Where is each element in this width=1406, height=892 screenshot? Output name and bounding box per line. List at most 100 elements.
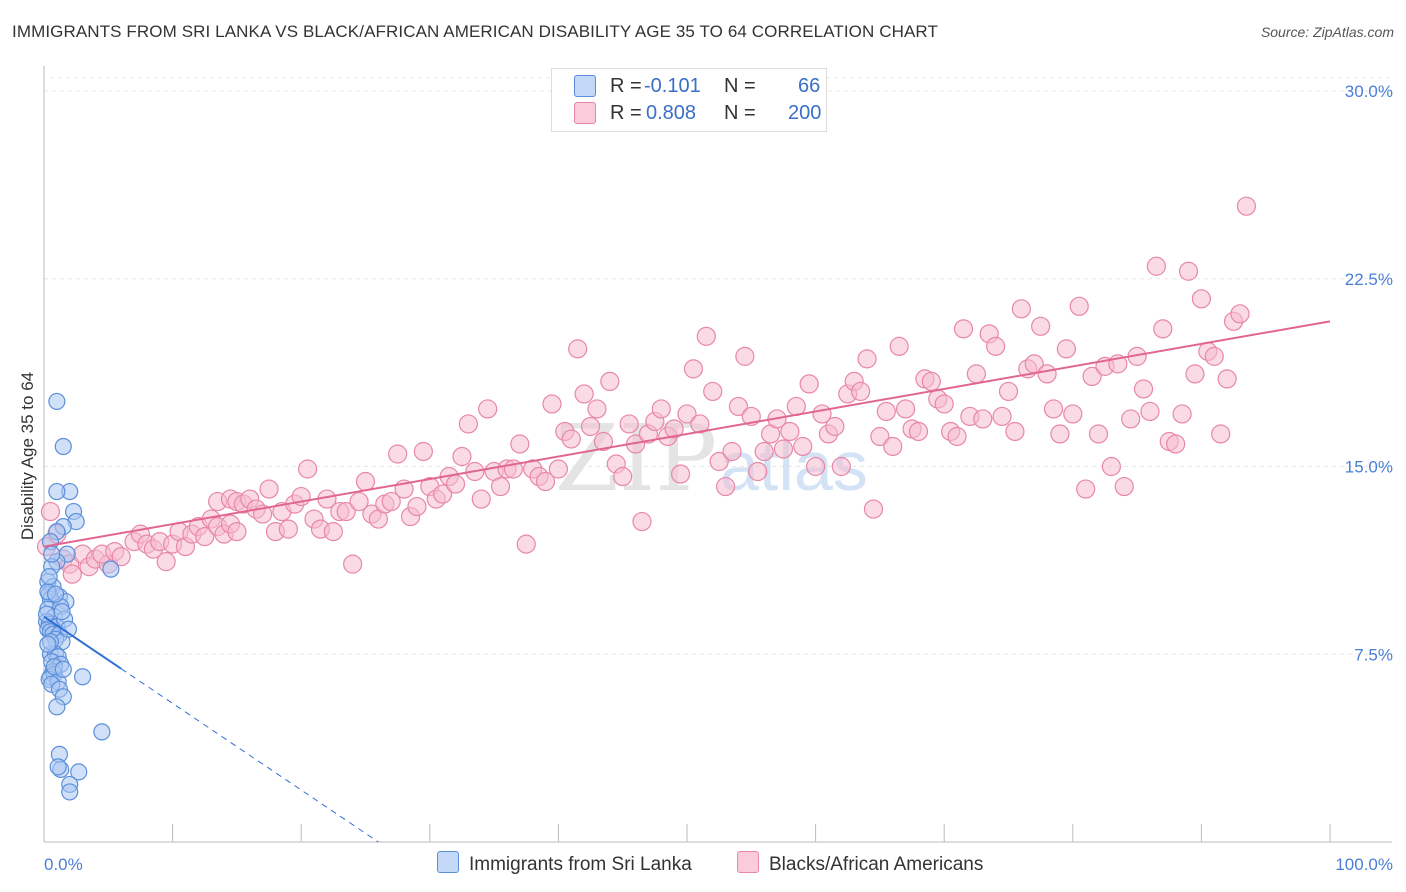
point-blacks-129 <box>851 381 871 402</box>
point-blacks-168 <box>1101 456 1121 477</box>
point-blacks-37 <box>259 479 279 499</box>
point-blacks-176 <box>1153 319 1173 339</box>
point-blacks-57 <box>388 444 408 464</box>
axes <box>43 66 1392 843</box>
point-blacks-157 <box>1031 316 1051 336</box>
legend-row-blacks: R = 0.808 N = 200 <box>574 102 821 126</box>
point-blacks-88 <box>587 399 607 419</box>
stats-legend: R = -0.101 N = 66 R = 0.808 N = 200 <box>551 68 827 132</box>
point-srilanka-46 <box>73 668 92 686</box>
chart-title: IMMIGRANTS FROM SRI LANKA VS BLACK/AFRIC… <box>12 22 938 41</box>
trend-line-srilanka-extension <box>120 668 379 843</box>
point-srilanka-51 <box>70 763 88 781</box>
point-blacks-73 <box>490 476 511 497</box>
point-blacks-161 <box>1056 339 1076 359</box>
point-srilanka-58 <box>37 605 56 623</box>
point-blacks-181 <box>1185 364 1205 384</box>
point-blacks-109 <box>722 441 742 462</box>
y-axis-label: Disability Age 35 to 64 <box>18 372 37 540</box>
point-blacks-180 <box>1178 261 1199 281</box>
legend-swatch-pink <box>574 102 596 124</box>
point-blacks-1 <box>40 501 61 522</box>
bottom-legend-label-srilanka: Immigrants from Sri Lanka <box>469 854 692 875</box>
point-blacks-189 <box>1236 196 1257 216</box>
point-blacks-66 <box>445 474 466 494</box>
point-blacks-90 <box>600 371 620 392</box>
point-blacks-43 <box>298 459 318 479</box>
point-blacks-106 <box>703 381 723 402</box>
point-blacks-158 <box>1037 364 1057 384</box>
point-blacks-101 <box>670 464 691 484</box>
point-srilanka-64 <box>43 545 61 563</box>
point-blacks-40 <box>278 519 298 539</box>
point-blacks-152 <box>998 381 1019 402</box>
point-blacks-186 <box>1217 369 1237 389</box>
point-blacks-133 <box>876 401 896 422</box>
y-tick-label-1: 15.0% <box>1345 458 1393 477</box>
point-blacks-82 <box>548 459 569 479</box>
point-blacks-136 <box>896 399 916 419</box>
point-blacks-182 <box>1191 289 1212 309</box>
point-blacks-84 <box>561 429 581 449</box>
point-blacks-52 <box>355 471 376 492</box>
bottom-legend-blacks: Blacks/African Americans <box>737 851 983 876</box>
y-tick-label-2: 22.5% <box>1345 270 1393 289</box>
point-blacks-81 <box>542 394 562 414</box>
point-blacks-151 <box>992 406 1012 427</box>
series-srilanka-points <box>37 392 120 801</box>
legend-n-value-blacks: 200 <box>788 102 822 124</box>
x-tick-label-1: 100.0% <box>1335 855 1393 874</box>
point-blacks-70 <box>471 489 491 509</box>
point-blacks-76 <box>510 434 530 454</box>
trend-line-srilanka <box>43 615 122 670</box>
x-tick-label-0: 0.0% <box>44 855 83 874</box>
trend-line-blacks <box>43 320 1331 548</box>
point-blacks-61 <box>413 441 433 462</box>
point-srilanka-57 <box>54 660 72 678</box>
point-blacks-147 <box>966 364 986 384</box>
point-blacks-64 <box>433 484 453 504</box>
legend-r-value-blacks: 0.808 <box>646 102 697 124</box>
point-srilanka-65 <box>53 603 71 621</box>
point-blacks-184 <box>1204 346 1224 366</box>
bottom-legend-label-blacks: Blacks/African Americans <box>769 854 984 875</box>
point-srilanka-50 <box>49 758 67 776</box>
point-blacks-170 <box>1114 476 1134 497</box>
point-srilanka-45 <box>48 698 66 716</box>
point-blacks-160 <box>1050 424 1070 444</box>
point-blacks-5 <box>62 564 82 584</box>
point-srilanka-61 <box>46 585 65 603</box>
point-blacks-107 <box>709 451 729 472</box>
point-blacks-95 <box>632 511 652 532</box>
point-blacks-153 <box>1005 421 1025 442</box>
point-blacks-114 <box>754 441 774 462</box>
point-blacks-98 <box>651 399 671 419</box>
legend-swatch-blue <box>574 75 596 97</box>
point-blacks-134 <box>883 436 903 457</box>
point-blacks-51 <box>349 491 369 512</box>
y-tick-label-3: 30.0% <box>1345 82 1393 101</box>
point-blacks-130 <box>857 349 877 369</box>
legend-row-srilanka: R = -0.101 N = 66 <box>574 75 820 99</box>
series-blacks-points <box>36 196 1257 584</box>
point-blacks-77 <box>516 534 536 554</box>
point-srilanka-1 <box>54 437 72 456</box>
point-blacks-49 <box>336 501 356 522</box>
point-blacks-185 <box>1211 424 1231 444</box>
point-blacks-67 <box>452 446 472 467</box>
point-blacks-29 <box>227 521 247 542</box>
point-blacks-18 <box>156 552 176 572</box>
point-blacks-85 <box>568 339 588 359</box>
point-blacks-118 <box>780 421 800 442</box>
y-tick-label-0: 7.5% <box>1354 645 1393 664</box>
legend-r-value-srilanka: -0.101 <box>644 75 701 97</box>
point-srilanka-3 <box>48 482 66 501</box>
point-blacks-173 <box>1133 379 1154 399</box>
bottom-legend-srilanka: Immigrants from Sri Lanka <box>437 851 692 876</box>
point-blacks-138 <box>908 421 929 442</box>
point-blacks-111 <box>735 346 755 366</box>
point-blacks-165 <box>1082 366 1102 386</box>
point-blacks-47 <box>323 521 343 542</box>
point-blacks-92 <box>613 466 633 487</box>
